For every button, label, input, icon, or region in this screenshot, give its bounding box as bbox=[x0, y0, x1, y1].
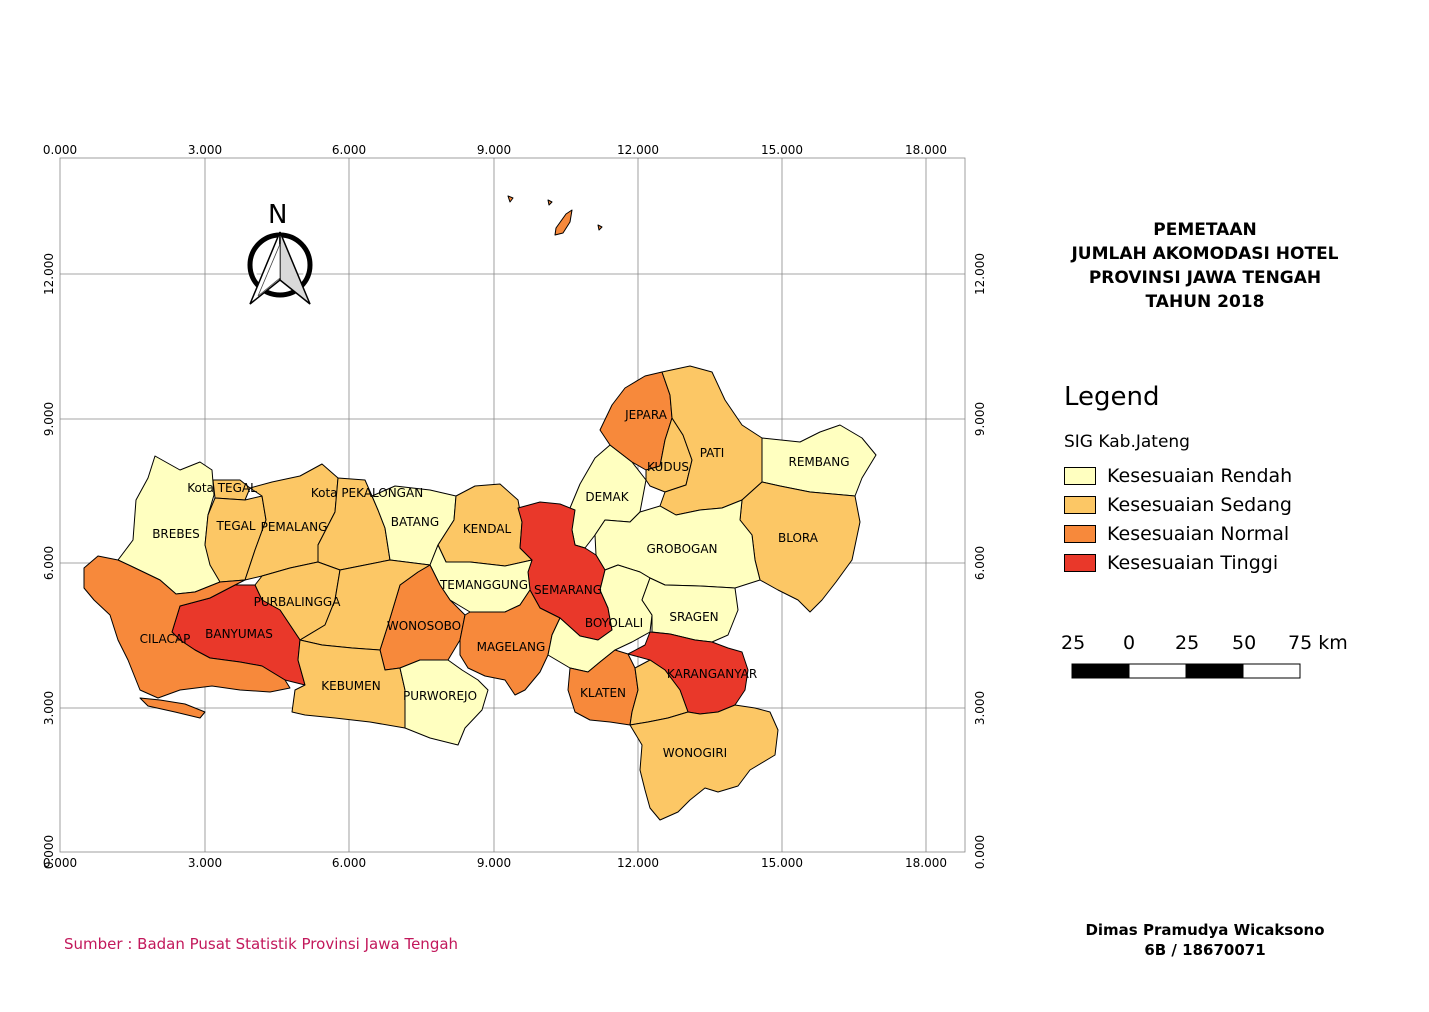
region-label: WONOGIRI bbox=[663, 746, 727, 760]
grid-x-label-bottom: 6.000 bbox=[332, 856, 366, 870]
title-line: PROVINSI JAWA TENGAH bbox=[1088, 268, 1322, 288]
grid-y-label-right: 12.000 bbox=[973, 253, 987, 295]
legend-layer-name: SIG Kab.Jateng bbox=[1064, 432, 1190, 452]
legend-label: Kesesuaian Normal bbox=[1107, 523, 1290, 545]
grid-x-label-bottom: 15.000 bbox=[761, 856, 803, 870]
region-label: SEMARANG bbox=[534, 583, 602, 597]
region-blora[interactable] bbox=[739, 481, 861, 613]
source-note: Sumber : Badan Pusat Statistik Provinsi … bbox=[64, 935, 459, 953]
region-purworejo[interactable] bbox=[399, 659, 489, 746]
title-line: PEMETAAN bbox=[1153, 220, 1257, 240]
region-temanggung[interactable] bbox=[429, 544, 533, 613]
island-small bbox=[597, 224, 603, 231]
scale-label: 75 km bbox=[1288, 632, 1348, 654]
grid-y-label-right: 3.000 bbox=[973, 691, 987, 725]
legend-item: Kesesuaian Tinggi bbox=[1064, 552, 1278, 574]
region-label: BANYUMAS bbox=[205, 627, 273, 641]
island-small bbox=[507, 195, 514, 203]
region-cilacap[interactable] bbox=[83, 555, 291, 699]
grid-x-label-top: 3.000 bbox=[188, 143, 222, 157]
legend-item: Kesesuaian Normal bbox=[1064, 523, 1289, 545]
region-label: REMBANG bbox=[789, 455, 850, 469]
region-label: PATI bbox=[700, 446, 725, 460]
scale-label: 25 bbox=[1061, 632, 1086, 654]
region-label: BLORA bbox=[778, 531, 819, 545]
region-label: BOYOLALI bbox=[585, 616, 643, 630]
region-label: Kota TEGAL bbox=[187, 481, 257, 495]
region-label: PURBALINGGA bbox=[254, 595, 342, 609]
legend-label: Kesesuaian Tinggi bbox=[1107, 552, 1279, 574]
legend-item: Kesesuaian Rendah bbox=[1064, 465, 1292, 487]
region-label: DEMAK bbox=[585, 490, 629, 504]
region-label: JEPARA bbox=[624, 408, 668, 422]
region-label: KUDUS bbox=[647, 460, 689, 474]
region-label: KEBUMEN bbox=[321, 679, 380, 693]
legend-swatch bbox=[1064, 525, 1096, 543]
title-line: TAHUN 2018 bbox=[1145, 292, 1265, 312]
legend-swatch bbox=[1064, 467, 1096, 485]
region-label: CILACAP bbox=[140, 632, 191, 646]
north-label: N bbox=[268, 200, 288, 230]
legend-item: Kesesuaian Sedang bbox=[1064, 494, 1292, 516]
compass-icon bbox=[247, 231, 313, 305]
grid-y-label-left: 6.000 bbox=[42, 546, 56, 580]
region-label: KENDAL bbox=[463, 522, 512, 536]
legend-swatch bbox=[1064, 554, 1096, 572]
region-label: BREBES bbox=[152, 527, 200, 541]
grid-x-label-bottom: 3.000 bbox=[188, 856, 222, 870]
region-banjarnegara[interactable] bbox=[299, 559, 431, 651]
scale-label: 50 bbox=[1232, 632, 1257, 654]
legend-label: Kesesuaian Sedang bbox=[1107, 494, 1292, 516]
grid-y-label-right: 0.000 bbox=[973, 835, 987, 869]
region-label: PURWOREJO bbox=[403, 689, 477, 703]
author-id: 6B / 18670071 bbox=[1144, 941, 1266, 959]
title-line: JUMLAH AKOMODASI HOTEL bbox=[1071, 244, 1339, 264]
scale-bar bbox=[1071, 663, 1301, 679]
grid-y-label-left: 3.000 bbox=[42, 691, 56, 725]
grid-y-label-left: 12.000 bbox=[42, 253, 56, 295]
grid-x-label-bottom: 18.000 bbox=[905, 856, 947, 870]
map-title: PEMETAAN JUMLAH AKOMODASI HOTEL PROVINSI… bbox=[1040, 218, 1370, 314]
grid-y-label-right: 9.000 bbox=[973, 402, 987, 436]
region-label: MAGELANG bbox=[477, 640, 546, 654]
grid-y-label-left: 0.000 bbox=[42, 835, 56, 869]
grid-x-label-top: 9.000 bbox=[477, 143, 511, 157]
scale-label: 25 bbox=[1175, 632, 1200, 654]
grid-x-label-bottom: 0.000 bbox=[43, 856, 77, 870]
grid-x-label-top: 15.000 bbox=[761, 143, 803, 157]
legend-swatch bbox=[1064, 496, 1096, 514]
region-magelang[interactable] bbox=[459, 589, 561, 696]
region-kota-tegal[interactable] bbox=[212, 479, 251, 501]
legend-label: Kesesuaian Rendah bbox=[1107, 465, 1293, 487]
scale-label: 0 bbox=[1123, 632, 1136, 654]
author-block: Dimas Pramudya Wicaksono 6B / 18670071 bbox=[1060, 920, 1350, 960]
grid-y-label-right: 6.000 bbox=[973, 546, 987, 580]
region-label: BATANG bbox=[391, 515, 439, 529]
region-label: GROBOGAN bbox=[646, 542, 717, 556]
region-label: WONOSOBO bbox=[387, 619, 461, 633]
grid-x-label-bottom: 9.000 bbox=[477, 856, 511, 870]
region-label: KARANGANYAR bbox=[667, 667, 757, 681]
region-label: PEMALANG bbox=[261, 520, 328, 534]
region-label: KLATEN bbox=[580, 686, 626, 700]
grid-x-label-top: 12.000 bbox=[617, 143, 659, 157]
grid-x-label-top: 6.000 bbox=[332, 143, 366, 157]
region-label: TEGAL bbox=[215, 519, 255, 533]
island-karimunjawa bbox=[554, 209, 573, 236]
author-name: Dimas Pramudya Wicaksono bbox=[1085, 921, 1325, 939]
region-wonogiri[interactable] bbox=[629, 704, 779, 821]
grid-y-label-left: 9.000 bbox=[42, 402, 56, 436]
island-small bbox=[547, 199, 553, 206]
region-label: TEMANGGUNG bbox=[439, 578, 528, 592]
region-label: Kota PEKALONGAN bbox=[311, 486, 423, 500]
region-label: SRAGEN bbox=[669, 610, 718, 624]
island-nusakambangan bbox=[139, 697, 206, 719]
grid-x-label-bottom: 12.000 bbox=[617, 856, 659, 870]
grid-x-label-top: 0.000 bbox=[43, 143, 77, 157]
legend-heading: Legend bbox=[1064, 382, 1160, 412]
grid-x-label-top: 18.000 bbox=[905, 143, 947, 157]
